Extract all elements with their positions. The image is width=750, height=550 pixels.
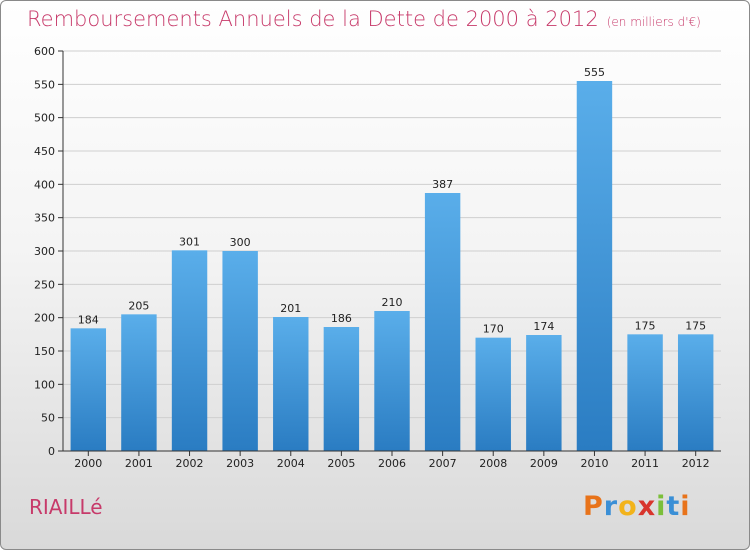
bar-value-label: 555 [584, 66, 605, 79]
bar-value-label: 300 [230, 236, 251, 249]
y-tick-label: 200 [34, 312, 55, 325]
logo-letter: o [618, 491, 638, 522]
y-tick-label: 0 [48, 445, 55, 458]
bar-2007 [424, 193, 461, 451]
bar-2008 [475, 337, 511, 451]
logo-letter: t [666, 491, 681, 522]
bar-value-label: 387 [432, 178, 453, 191]
bar-value-label: 201 [280, 302, 301, 315]
logo-letter: i [680, 491, 691, 522]
axes: 0 50 100 150 200 250 300 350 400 450 500 550 600 2000… [34, 45, 721, 470]
bar-2005 [323, 327, 360, 451]
y-tick-label: 600 [34, 45, 55, 58]
bar-value-label: 184 [78, 313, 99, 326]
chart-title-block: Remboursements Annuels de la Dette de 20… [27, 7, 701, 31]
bar-2002 [171, 250, 208, 451]
x-tick-label: 2006 [378, 457, 406, 470]
proxiti-logo: Proxiti [583, 491, 691, 522]
bar-value-label: 205 [128, 299, 149, 312]
x-tick-label: 2000 [74, 457, 102, 470]
y-tick-label: 500 [34, 112, 55, 125]
chart-title: Remboursements Annuels de la Dette de 20… [27, 7, 599, 31]
x-tick-label: 2010 [580, 457, 608, 470]
y-tick-label: 100 [34, 378, 55, 391]
bar-value-label: 175 [635, 319, 656, 332]
bar-2001 [121, 314, 157, 451]
bars: 184 205 301 300 201 186 210 387 170 174 555 175 175 [70, 66, 714, 451]
bar-2009 [526, 335, 562, 451]
y-tick-label: 300 [34, 245, 55, 258]
bar-2011 [627, 334, 663, 451]
bar-value-label: 301 [179, 235, 200, 248]
bar-value-label: 174 [533, 320, 554, 333]
bar-value-label: 175 [685, 319, 706, 332]
x-tick-label: 2005 [327, 457, 355, 470]
bar-2012 [677, 334, 714, 451]
x-tick-label: 2009 [530, 457, 558, 470]
logo-letter: P [583, 491, 604, 522]
y-tick-label: 450 [34, 145, 55, 158]
y-tick-label: 50 [41, 412, 55, 425]
y-tick-label: 550 [34, 78, 55, 91]
x-tick-label: 2011 [631, 457, 659, 470]
x-tick-label: 2012 [682, 457, 710, 470]
x-tick-label: 2007 [429, 457, 457, 470]
y-tick-label: 150 [34, 345, 55, 358]
commune-name: RIAILLé [29, 495, 103, 519]
y-tick-label: 250 [34, 278, 55, 291]
y-tick-label: 350 [34, 212, 55, 225]
bar-value-label: 186 [331, 312, 352, 325]
y-tick-label: 400 [34, 178, 55, 191]
bar-2006 [374, 311, 410, 451]
bar-value-label: 210 [382, 296, 403, 309]
bar-2010 [576, 81, 613, 451]
logo-letter: r [603, 491, 619, 522]
x-tick-label: 2001 [125, 457, 153, 470]
x-tick-label: 2002 [176, 457, 204, 470]
bar-2000 [70, 328, 107, 451]
x-tick-label: 2004 [277, 457, 305, 470]
logo-letter: x [637, 491, 657, 522]
bar-2004 [273, 317, 309, 451]
logo-letter: i [656, 491, 667, 522]
bar-value-label: 170 [483, 323, 504, 336]
x-tick-label: 2003 [226, 457, 254, 470]
bar-2003 [222, 251, 258, 451]
chart-unit: (en milliers d'€) [606, 15, 701, 29]
x-tick-label: 2008 [479, 457, 507, 470]
